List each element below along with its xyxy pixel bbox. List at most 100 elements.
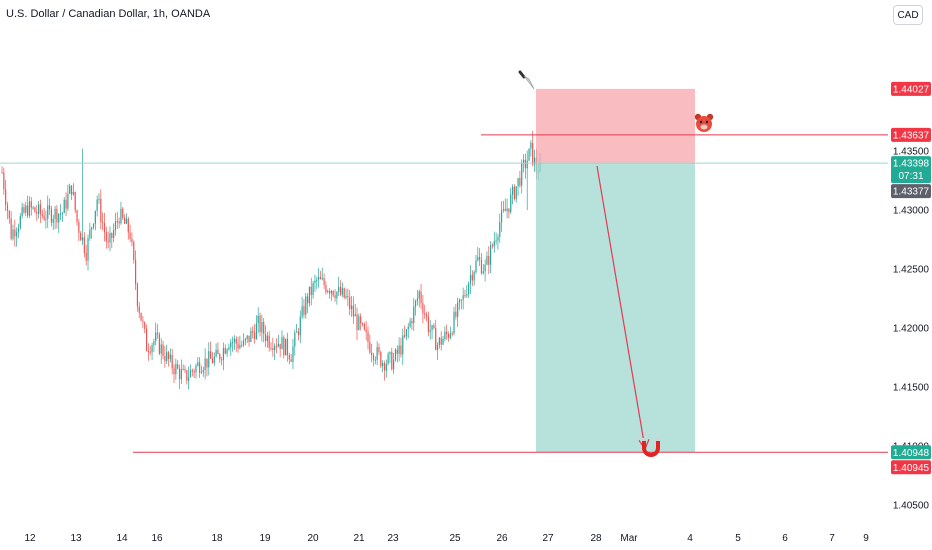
- candle-body: [279, 343, 281, 350]
- magnet-icon: [642, 441, 660, 457]
- candle-body: [457, 302, 459, 317]
- y-tick-label: 1.42000: [893, 324, 930, 335]
- candle-body: [263, 322, 265, 334]
- target-price-label-bg: [891, 445, 931, 460]
- candle-body: [350, 305, 353, 310]
- x-tick-label: 7: [829, 533, 835, 544]
- candle-body: [491, 245, 494, 247]
- entry-price-label: 1.43637: [893, 130, 930, 141]
- knife-handle: [518, 70, 526, 79]
- candle-body: [98, 198, 100, 200]
- candle-body: [124, 217, 126, 224]
- take-profit-zone: [536, 164, 695, 453]
- candle-body: [89, 229, 91, 239]
- candle-body: [144, 322, 146, 329]
- candle-body: [199, 362, 201, 373]
- candle-body: [233, 338, 236, 343]
- candle-body: [475, 260, 477, 273]
- candle-body: [455, 311, 457, 317]
- candle-body: [105, 232, 107, 242]
- candle-body: [327, 291, 329, 293]
- candle-body: [261, 322, 263, 333]
- candle-body: [14, 229, 16, 237]
- target-price-label-2: 1.40945: [893, 463, 930, 474]
- candle-body: [316, 279, 318, 281]
- x-tick-label: 5: [735, 533, 741, 544]
- currency-button[interactable]: CAD: [893, 5, 923, 25]
- candle-body: [299, 316, 301, 336]
- candle-body: [528, 148, 530, 161]
- candle-body: [116, 221, 118, 223]
- candle-body: [142, 320, 144, 323]
- candle-body: [400, 345, 402, 355]
- candle-body: [339, 286, 342, 295]
- candle-body: [87, 238, 89, 261]
- candle-body: [257, 315, 259, 324]
- candle-body: [413, 306, 415, 324]
- x-tick-label: 21: [353, 533, 365, 544]
- candle-body: [67, 193, 69, 209]
- candle-body: [120, 208, 122, 224]
- candle-body: [484, 264, 486, 272]
- x-tick-label: 13: [70, 533, 82, 544]
- projection-arrow: [596, 165, 646, 449]
- candle-body: [347, 296, 349, 298]
- candle-body: [138, 306, 140, 313]
- candle-body: [204, 358, 206, 371]
- candle-body: [479, 256, 481, 260]
- candle-body: [252, 330, 254, 333]
- candle-body: [345, 296, 347, 298]
- candle-body: [219, 354, 221, 360]
- chart-icons: [518, 70, 714, 457]
- candle-body: [133, 242, 135, 260]
- candle-body: [391, 352, 393, 370]
- candle-body: [424, 313, 426, 315]
- candle-body: [490, 245, 492, 265]
- time-axis[interactable]: 12 13 14 16 18 19 20 21 23 25 26 27 28 Mar 4 5 6 7 9: [0, 528, 888, 550]
- candle-body: [510, 194, 512, 213]
- candle-body: [519, 178, 521, 186]
- candle-body: [131, 238, 133, 243]
- candle-body: [210, 351, 212, 359]
- candle-body: [239, 345, 241, 349]
- candle-body: [167, 352, 170, 359]
- candle-body: [228, 347, 230, 350]
- candle-body: [147, 351, 149, 353]
- candle-body: [294, 332, 296, 347]
- x-tick-label: 18: [211, 533, 223, 544]
- x-tick-label: 12: [24, 533, 36, 544]
- candle-body: [230, 342, 232, 348]
- candle-body: [155, 332, 157, 342]
- candle-body: [286, 338, 289, 356]
- candle-body: [27, 205, 29, 216]
- candle-body: [140, 312, 142, 321]
- target-price-label-2-bg: [891, 460, 931, 475]
- candle-body: [356, 314, 358, 330]
- candle-body: [272, 348, 274, 351]
- x-tick-label: 26: [496, 533, 508, 544]
- current-price-label: 1.43398: [893, 159, 930, 170]
- candle-body: [323, 278, 325, 286]
- candle-body: [464, 295, 466, 297]
- x-tick-label: 28: [590, 533, 602, 544]
- candle-body: [307, 296, 309, 304]
- candle-body: [191, 370, 193, 372]
- candle-body: [255, 323, 257, 340]
- candle-body: [145, 328, 148, 352]
- candle-body: [469, 274, 472, 284]
- candle-body: [182, 369, 184, 371]
- candle-body: [226, 349, 228, 354]
- candle-body: [43, 215, 45, 220]
- candle-body: [195, 365, 197, 373]
- candle-body: [16, 232, 18, 237]
- candle-body: [85, 252, 87, 261]
- candle-body: [237, 343, 239, 349]
- x-tick-label: 23: [387, 533, 399, 544]
- candle-body: [61, 213, 63, 215]
- bear-snout: [700, 124, 708, 130]
- candle-body: [76, 210, 78, 223]
- x-tick-label: 27: [542, 533, 554, 544]
- candle-body: [54, 208, 56, 219]
- candle-body: [17, 228, 20, 233]
